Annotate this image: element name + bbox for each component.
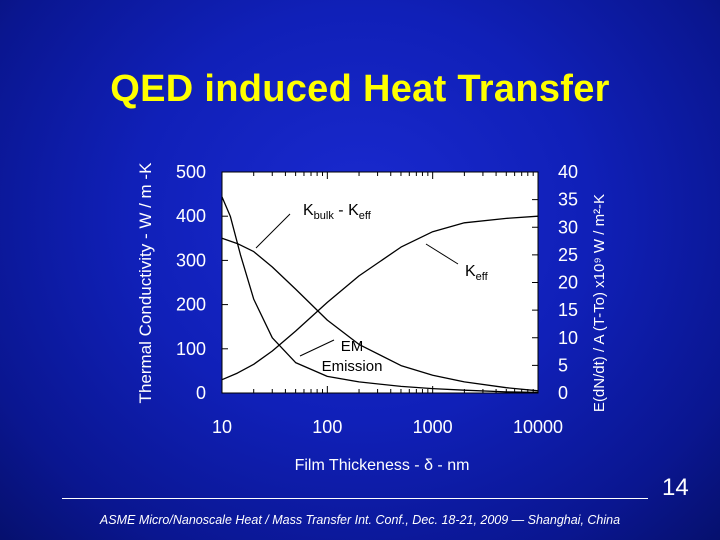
y-tick-label: 400 <box>176 206 206 226</box>
annotation-subscript: eff <box>476 271 489 283</box>
y-tick-label: 100 <box>176 339 206 359</box>
annotation-text: K <box>465 263 476 280</box>
x-tick-label: 10 <box>212 417 232 437</box>
y-tick-label: 200 <box>176 295 206 315</box>
x-tick-label: 10000 <box>513 417 563 437</box>
x-axis-label: Film Thickeness - δ - nm <box>295 457 470 474</box>
annotation-kbulk-keff: Kbulk - Keff <box>303 202 372 222</box>
footer-divider <box>62 498 648 499</box>
annotation-subscript: bulk <box>314 210 335 222</box>
y2-tick-label: 15 <box>558 300 578 320</box>
y-tick-label: 0 <box>196 383 206 403</box>
y2-tick-label: 35 <box>558 190 578 210</box>
series-keff <box>221 215 539 381</box>
annotation-leader <box>299 339 335 357</box>
series-kbulk-minus-keff <box>221 237 539 392</box>
y2-tick-label: 40 <box>558 162 578 182</box>
slide-number: 14 <box>662 474 689 501</box>
y2-tick-label: 5 <box>558 355 568 375</box>
annotation-text: - K <box>334 202 359 219</box>
annotation-text: K <box>303 202 314 219</box>
footer-citation: ASME Micro/Nanoscale Heat / Mass Transfe… <box>99 513 621 527</box>
x-tick-label: 100 <box>312 417 342 437</box>
y2-tick-label: 10 <box>558 328 578 348</box>
annotation-subscript: eff <box>359 210 372 222</box>
y2-tick-label: 30 <box>558 217 578 237</box>
annotation-keff: Keff <box>465 263 489 283</box>
annotation-leader <box>255 213 291 249</box>
plot-area <box>221 171 539 394</box>
annotation-em: EM <box>341 338 364 355</box>
y-axis-label: Thermal Conductivity - W / m -K <box>136 162 155 404</box>
annotation-leader <box>425 243 459 265</box>
x-tick-label: 1000 <box>413 417 453 437</box>
y-tick-label: 500 <box>176 162 206 182</box>
chart-ticks: 10 100 1000 10000 0 100 200 300 400 500 0 5 10 15 20 25… <box>176 162 578 437</box>
y2-tick-label: 20 <box>558 273 578 293</box>
y2-tick-label: 25 <box>558 245 578 265</box>
annotation-emission: Emission <box>322 358 383 375</box>
plot-background <box>221 171 539 394</box>
y-tick-label: 300 <box>176 250 206 270</box>
slide-title: QED induced Heat Transfer <box>110 68 610 110</box>
y2-tick-label: 0 <box>558 383 568 403</box>
y2-axis-label: E(dN/dt) / A (T-To) x10⁹ W / m²-K <box>591 194 608 412</box>
